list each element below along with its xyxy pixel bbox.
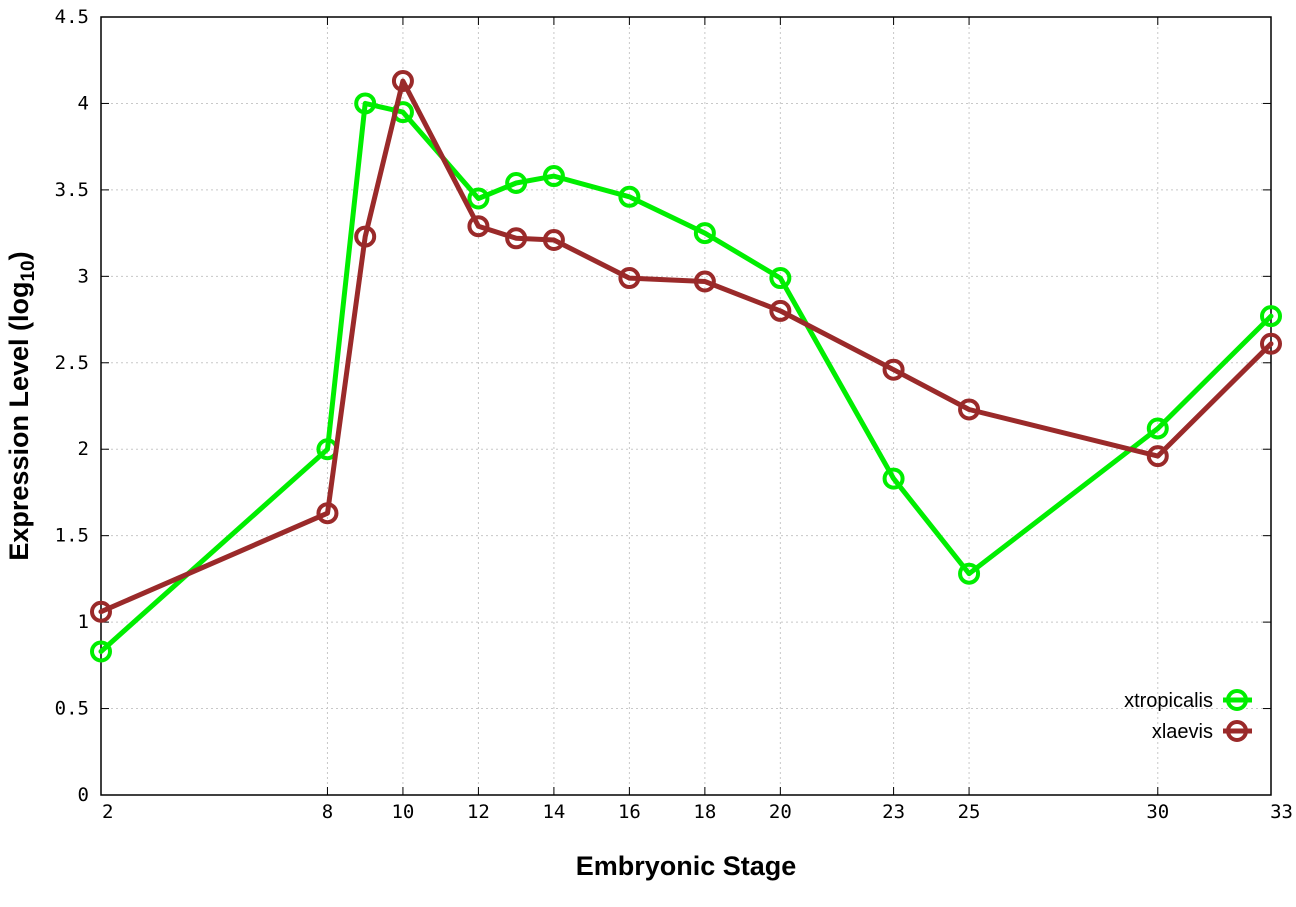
series-line-xtropicalis [98, 100, 1274, 654]
data-point-xtropicalis [505, 171, 528, 194]
x-tick-label: 33 [1270, 801, 1293, 823]
x-tick-labels: 2 8 10 12 14 16 18 20 23 25 30 33 [102, 801, 1293, 823]
data-point-xlaevis [354, 225, 377, 248]
data-point-xlaevis [1146, 445, 1169, 468]
y-tick-labels: 0 0.5 1 1.5 2 2.5 3 3.5 4 4.5 [55, 6, 89, 806]
y-tick-label: 1.5 [55, 525, 89, 547]
legend-label-xtropicalis: xtropicalis [1124, 690, 1213, 712]
data-point-xlaevis [693, 270, 716, 293]
x-tick-label: 16 [618, 801, 641, 823]
x-tick-label: 25 [958, 801, 981, 823]
legend-marker-xtropicalis [1226, 689, 1248, 711]
data-point-xtropicalis [467, 187, 490, 210]
plot-frame [100, 16, 1272, 796]
y-axis-title-subscript: 10 [18, 260, 39, 281]
data-point-xlaevis [1260, 332, 1282, 355]
y-tick-label: 2 [78, 438, 89, 460]
data-point-xtropicalis [90, 640, 112, 663]
x-tick-label: 12 [467, 801, 490, 823]
data-point-xlaevis [618, 267, 641, 290]
data-point-xlaevis [505, 227, 528, 250]
x-tick-label: 8 [322, 801, 333, 823]
series-layer [90, 69, 1282, 663]
data-point-xlaevis [316, 502, 339, 525]
data-point-xlaevis [958, 398, 981, 421]
data-point-xtropicalis [542, 165, 565, 188]
series-xtropicalis [90, 92, 1282, 663]
x-tick-label: 2 [102, 801, 113, 823]
series-xlaevis [90, 69, 1282, 623]
y-axis-title-main: Expression Level (log [4, 282, 34, 561]
data-point-xlaevis [769, 299, 792, 322]
series-line-xlaevis [98, 78, 1274, 615]
legend-marker-xlaevis [1226, 720, 1248, 742]
tick-marks [100, 16, 1272, 796]
y-tick-label: 4.5 [55, 6, 89, 28]
y-tick-label: 3 [78, 265, 89, 287]
data-point-xlaevis [542, 229, 565, 252]
data-point-xlaevis [467, 215, 490, 238]
x-tick-label: 30 [1146, 801, 1169, 823]
legend: xtropicalis xlaevis [1124, 689, 1252, 743]
y-axis-title: Expression Level (log10) [4, 251, 39, 560]
legend-label-xlaevis: xlaevis [1152, 721, 1213, 743]
x-tick-label: 23 [882, 801, 905, 823]
y-tick-label: 2.5 [55, 352, 89, 374]
y-tick-label: 3.5 [55, 179, 89, 201]
y-tick-label: 0.5 [55, 698, 89, 720]
x-tick-label: 10 [391, 801, 414, 823]
data-point-xtropicalis [1260, 305, 1282, 328]
data-point-xtropicalis [354, 92, 377, 115]
data-point-xlaevis [391, 69, 414, 92]
y-tick-label: 1 [78, 611, 89, 633]
data-point-xtropicalis [1146, 417, 1169, 440]
data-point-xtropicalis [769, 267, 792, 290]
x-tick-label: 14 [542, 801, 565, 823]
x-tick-label: 20 [769, 801, 792, 823]
y-tick-label: 0 [78, 784, 89, 806]
grid [101, 17, 1271, 795]
x-axis-title: Embryonic Stage [576, 851, 797, 881]
x-tick-label: 18 [693, 801, 716, 823]
y-axis-title-close: ) [4, 251, 34, 260]
data-point-xtropicalis [618, 185, 641, 208]
data-point-xlaevis [90, 600, 112, 623]
data-point-xtropicalis [882, 467, 905, 490]
data-point-xlaevis [882, 358, 905, 381]
data-point-xtropicalis [958, 562, 981, 585]
y-tick-label: 4 [78, 92, 89, 114]
data-point-xtropicalis [693, 222, 716, 245]
